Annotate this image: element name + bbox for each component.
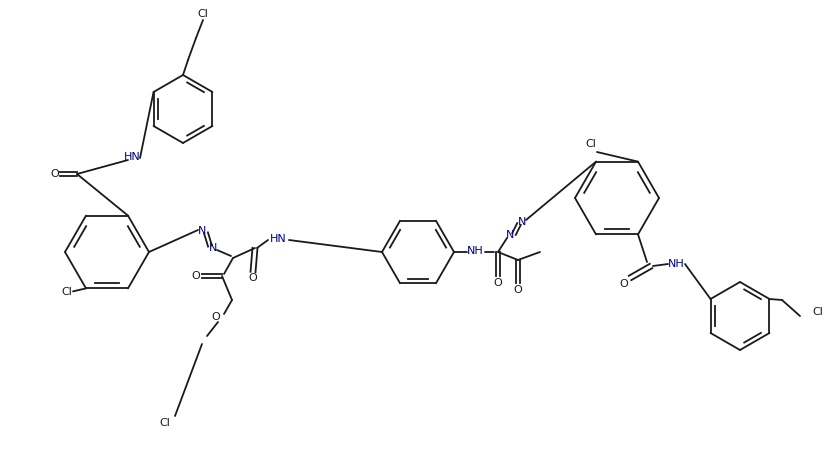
Text: O: O: [191, 271, 200, 281]
Text: Cl: Cl: [585, 139, 596, 149]
Text: N: N: [505, 230, 513, 240]
Text: O: O: [212, 312, 220, 322]
Text: N: N: [208, 243, 217, 253]
Text: Cl: Cl: [812, 307, 823, 317]
Text: NH: NH: [667, 259, 684, 269]
Text: N: N: [517, 217, 526, 227]
Text: Cl: Cl: [197, 9, 208, 19]
Text: N: N: [197, 226, 206, 236]
Text: O: O: [513, 285, 522, 295]
Text: O: O: [50, 169, 59, 179]
Text: NH: NH: [466, 246, 483, 256]
Text: Cl: Cl: [160, 418, 171, 428]
Text: Cl: Cl: [62, 288, 73, 297]
Text: HN: HN: [269, 234, 286, 244]
Text: O: O: [493, 278, 502, 288]
Text: HN: HN: [124, 152, 140, 162]
Text: O: O: [248, 273, 257, 283]
Text: O: O: [619, 279, 628, 289]
